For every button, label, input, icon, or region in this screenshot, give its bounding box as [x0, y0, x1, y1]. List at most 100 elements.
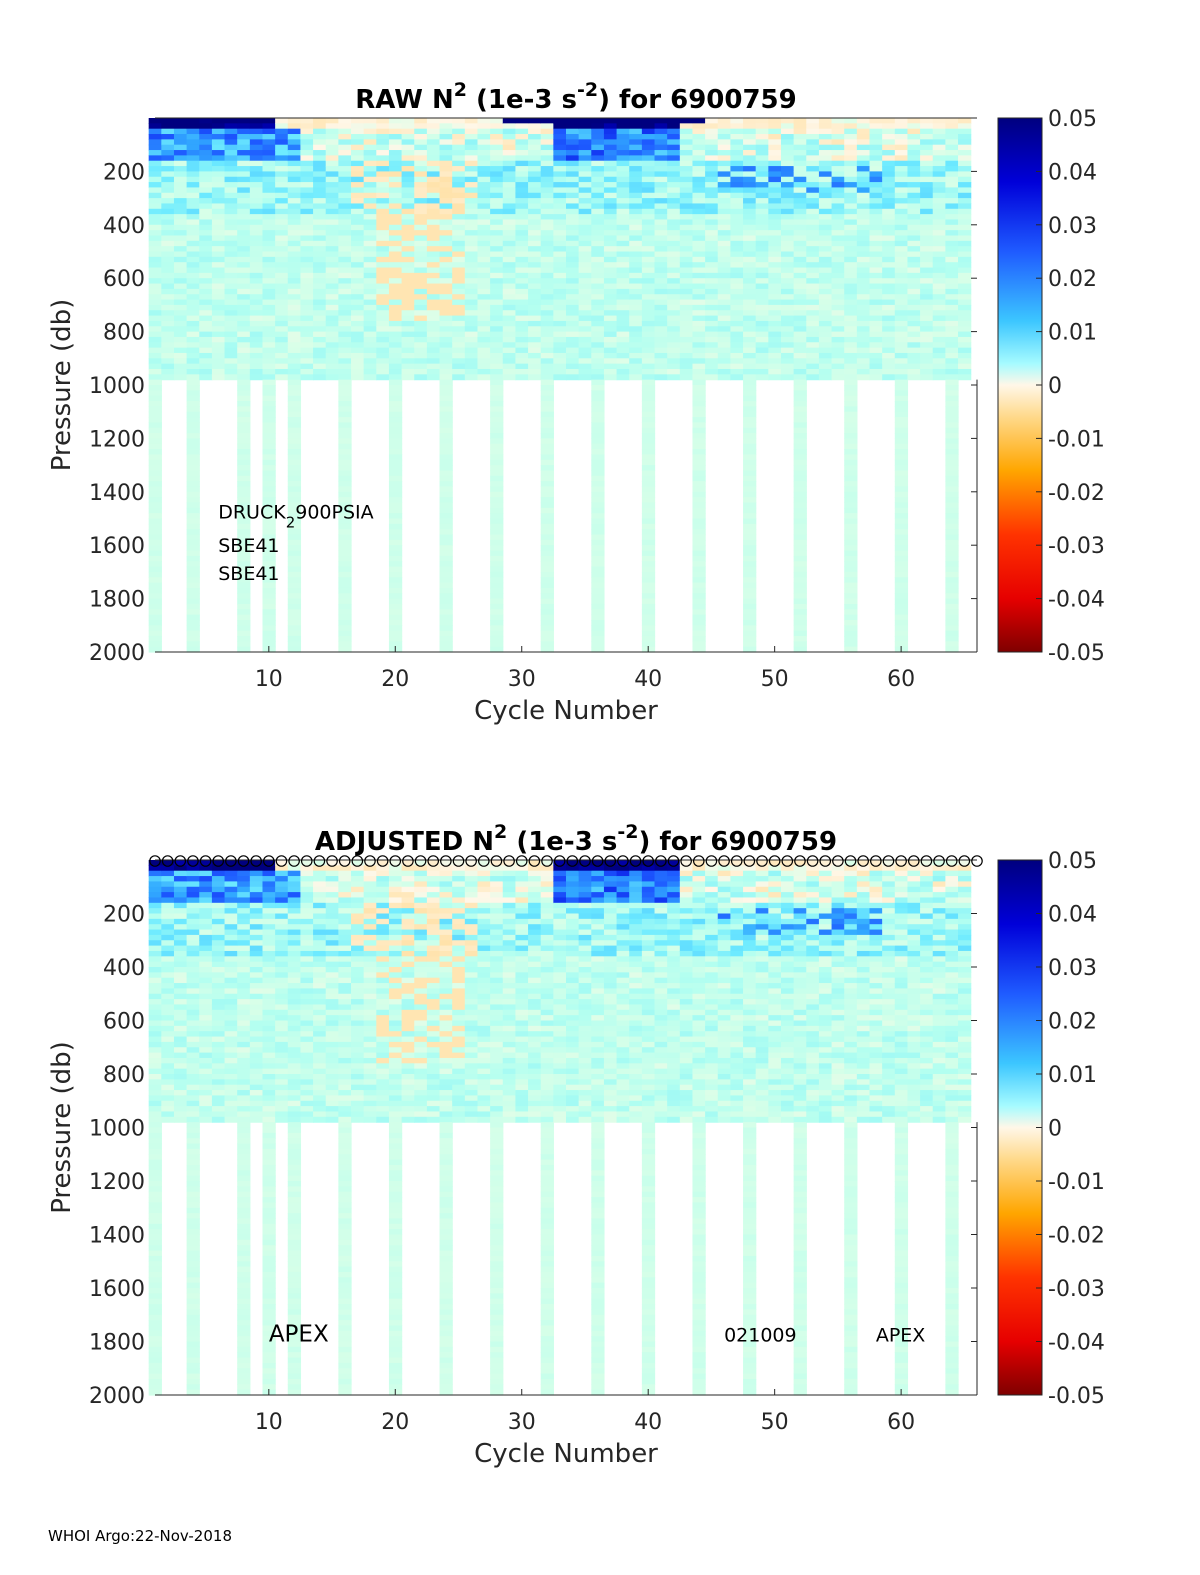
heatmap-cell — [818, 240, 833, 247]
heatmap-cell — [148, 908, 162, 915]
heatmap-cell — [300, 203, 314, 210]
heatmap-cell — [173, 967, 188, 973]
heatmap-cell — [338, 214, 352, 221]
heatmap-cell — [338, 614, 352, 621]
heatmap-cell — [894, 326, 909, 333]
heatmap-cell — [932, 331, 946, 338]
heatmap-cell — [603, 304, 618, 311]
heatmap-cell — [426, 310, 441, 317]
heatmap-cell — [148, 144, 162, 151]
heatmap-cell — [173, 224, 188, 231]
heatmap-cell — [351, 192, 365, 199]
heatmap-cell — [553, 214, 567, 221]
heatmap-cell — [844, 203, 858, 210]
heatmap-cell — [755, 352, 769, 359]
heatmap-cell — [831, 144, 845, 151]
heatmap-cell — [401, 267, 415, 274]
heatmap-cell — [894, 299, 909, 306]
heatmap-cell — [692, 336, 706, 343]
heatmap-cell — [262, 940, 276, 947]
heatmap-cell — [844, 315, 858, 322]
heatmap-cell — [351, 118, 365, 124]
heatmap-cell — [148, 288, 162, 295]
heatmap-cell — [148, 123, 162, 130]
heatmap-cell — [414, 224, 428, 231]
heatmap-cell — [325, 203, 339, 210]
heatmap-cell — [439, 646, 453, 653]
heatmap-cell — [211, 224, 226, 231]
heatmap-cell — [540, 646, 554, 653]
heatmap-cell — [388, 315, 403, 322]
heatmap-cell — [730, 187, 744, 194]
heatmap-cell — [540, 507, 554, 514]
heatmap-cell — [325, 118, 339, 124]
heatmap-cell — [692, 561, 706, 568]
heatmap-cell — [388, 363, 403, 370]
heatmap-cell — [793, 443, 807, 450]
heatmap-cell — [237, 518, 251, 525]
heatmap-cell — [338, 630, 352, 637]
heatmap-cell — [540, 347, 554, 354]
heatmap-cell — [490, 438, 504, 445]
heatmap-cell — [414, 320, 428, 327]
heatmap-cell — [768, 187, 782, 194]
heatmap-cell — [186, 192, 200, 199]
heatmap-cell — [793, 534, 807, 541]
heatmap-cell — [262, 379, 276, 386]
heatmap-cell — [528, 235, 542, 242]
heatmap-cell — [363, 310, 377, 317]
heatmap-cell — [490, 470, 504, 477]
heatmap-cell — [717, 368, 731, 375]
heatmap-cell — [806, 214, 820, 221]
heatmap-cell — [654, 208, 668, 215]
heatmap-cell — [148, 262, 162, 269]
heatmap-cell — [211, 1047, 226, 1054]
heatmap-cell — [161, 262, 175, 269]
heatmap-cell — [705, 272, 719, 279]
heatmap-cell — [338, 203, 352, 210]
heatmap-cell — [388, 550, 403, 557]
heatmap-cell — [426, 342, 441, 349]
heatmap-cell — [490, 497, 504, 504]
heatmap-cell — [211, 134, 226, 140]
heatmap-cell — [464, 256, 479, 263]
heatmap-cell — [945, 139, 959, 146]
heatmap-cell — [148, 438, 162, 445]
heatmap-cell — [490, 619, 504, 626]
heatmap-cell — [641, 630, 656, 637]
heatmap-cell — [439, 507, 453, 514]
heatmap-cell — [363, 182, 377, 189]
heatmap-cell — [958, 155, 972, 162]
heatmap-cell — [806, 326, 820, 333]
heatmap-cell — [186, 983, 200, 989]
heatmap-cell — [275, 208, 289, 215]
heatmap-cell — [679, 320, 694, 327]
heatmap-cell — [907, 320, 921, 327]
heatmap-cell — [287, 326, 302, 333]
heatmap-cell — [793, 454, 807, 461]
heatmap-cell — [262, 433, 276, 439]
heatmap-cell — [654, 347, 668, 354]
heatmap-cell — [452, 134, 466, 140]
heatmap-cell — [882, 219, 896, 226]
heatmap-cell — [161, 230, 175, 237]
heatmap-cell — [173, 1095, 188, 1102]
heatmap-cell — [780, 304, 795, 311]
heatmap-cell — [262, 876, 276, 882]
heatmap-cell — [515, 198, 529, 205]
heatmap-cell — [705, 288, 719, 295]
heatmap-cell — [275, 358, 289, 365]
heatmap-cell — [262, 1004, 276, 1011]
heatmap-cell — [515, 368, 529, 375]
heatmap-cell — [515, 294, 529, 301]
heatmap-cell — [452, 352, 466, 359]
heatmap-cell — [338, 646, 352, 653]
heatmap-cell — [148, 182, 162, 189]
heatmap-cell — [161, 198, 175, 205]
heatmap-cell — [768, 358, 782, 365]
heatmap-cell — [262, 256, 276, 263]
heatmap-cell — [388, 304, 403, 311]
heatmap-cell — [945, 144, 959, 151]
heatmap-cell — [249, 347, 264, 354]
heatmap-cell — [275, 251, 289, 258]
